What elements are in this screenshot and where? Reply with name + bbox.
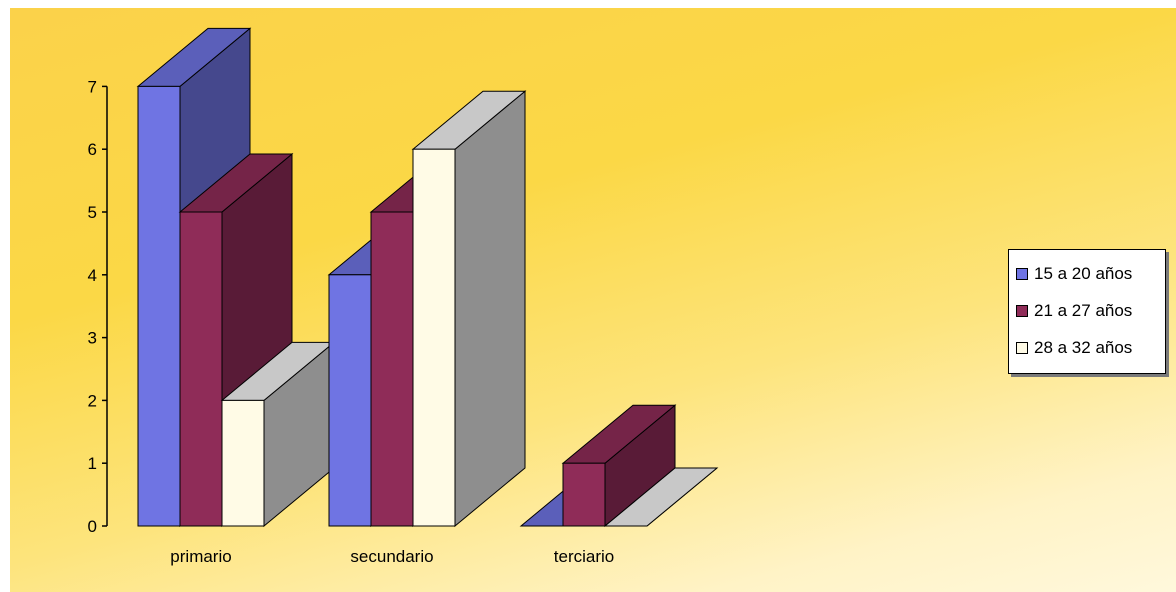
- bar-front: [328, 274, 372, 527]
- legend-swatch: [1016, 267, 1028, 280]
- y-tick-label: 0: [88, 517, 97, 536]
- x-tick-label: secundario: [350, 547, 433, 566]
- bar-front: [221, 399, 265, 527]
- y-tick-label: 3: [88, 329, 97, 348]
- bar-front: [412, 148, 456, 527]
- bar-top: [603, 467, 719, 527]
- y-tick-label: 2: [88, 391, 97, 410]
- x-tick-label: primario: [170, 547, 231, 566]
- legend-label: 28 a 32 años: [1034, 337, 1133, 357]
- legend-label: 21 a 27 años: [1034, 300, 1133, 320]
- y-tick-label: 4: [88, 266, 97, 285]
- y-tick-label: 6: [88, 140, 97, 159]
- x-tick-label: terciario: [554, 547, 614, 566]
- legend-label: 15 a 20 años: [1034, 263, 1133, 283]
- bar-front: [562, 462, 606, 527]
- y-tick-label: 7: [88, 77, 97, 96]
- bar-side: [454, 90, 526, 528]
- legend-item: 21 a 27 años: [1009, 292, 1165, 329]
- legend-item: 28 a 32 años: [1009, 329, 1165, 366]
- bar-front: [137, 85, 181, 527]
- bar-front: [370, 211, 414, 527]
- bar-front: [179, 211, 223, 527]
- legend: 15 a 20 años 21 a 27 años 28 a 32 años: [1008, 249, 1166, 374]
- y-tick-label: 1: [88, 454, 97, 473]
- y-tick-label: 5: [88, 203, 97, 222]
- legend-item: 15 a 20 años: [1009, 255, 1165, 292]
- legend-swatch: [1016, 304, 1028, 317]
- legend-swatch: [1016, 341, 1028, 354]
